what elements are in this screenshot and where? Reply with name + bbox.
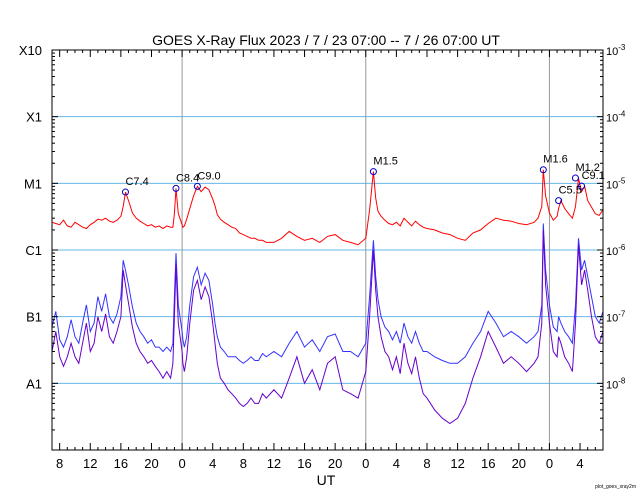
- flare-label: M1.2: [575, 162, 599, 174]
- chart-title: GOES X-Ray Flux 2023 / 7 / 23 07:00 -- 7…: [152, 32, 500, 48]
- flare-marker: [539, 166, 547, 174]
- left-axis-label: X1: [26, 110, 42, 125]
- x-tick-label: 16: [114, 456, 128, 471]
- axis-layer: X10 X1 M1 C1 B1 A1 10-3 10-4 10-5 10-6 10-7 10-8 8 12…: [19, 43, 626, 471]
- series-line-short_secondary: [51, 229, 604, 425]
- x-tick-label: 0: [362, 456, 369, 471]
- right-axis-label: 10-5: [606, 176, 626, 191]
- x-tick-label: 8: [423, 456, 430, 471]
- flare-marker: [578, 182, 586, 190]
- flare-label: C8.4: [176, 172, 199, 184]
- x-axis-label: UT: [317, 472, 336, 488]
- right-axis-label: 10-6: [606, 243, 626, 258]
- flare-marker: [571, 174, 579, 182]
- right-axis-label: 10-4: [606, 110, 626, 125]
- x-tick-label: 16: [481, 456, 495, 471]
- x-tick-label: 4: [576, 456, 583, 471]
- flare-label: M1.5: [373, 156, 397, 168]
- x-tick-label: 4: [209, 456, 216, 471]
- x-tick-label: 12: [83, 456, 97, 471]
- left-axis-label: X10: [19, 43, 42, 58]
- x-tick-label: 20: [512, 456, 526, 471]
- x-tick-label: 0: [178, 456, 185, 471]
- right-axis-label: 10-3: [606, 43, 626, 58]
- flare-marker: [193, 182, 201, 190]
- flare-label: C9.0: [197, 170, 220, 182]
- flare-label: M1.6: [543, 154, 567, 166]
- left-axis-label: M1: [24, 176, 42, 191]
- x-tick-label: 12: [267, 456, 281, 471]
- series-line-long: [51, 169, 604, 246]
- left-axis-label: B1: [26, 310, 42, 325]
- flare-label: C9.1: [582, 170, 605, 182]
- flare-label-layer: C7.4 C8.4C9.0 M1.5 M1.6 C5.5 M1.2C9.1: [121, 154, 605, 205]
- series-layer: [51, 169, 604, 425]
- x-tick-label: 0: [546, 456, 553, 471]
- flare-marker: [555, 197, 563, 205]
- left-axis-label: C1: [25, 243, 42, 258]
- right-axis-label: 10-7: [606, 310, 626, 325]
- x-tick-label: 4: [393, 456, 400, 471]
- grid-layer: [52, 50, 603, 450]
- flare-label: C7.4: [125, 176, 148, 188]
- footer-credit: plot_goes_xray2m: [595, 484, 636, 490]
- x-tick-label: 12: [450, 456, 464, 471]
- series-line-short_primary: [51, 223, 604, 364]
- flare-marker: [369, 168, 377, 176]
- right-axis-label: 10-8: [606, 376, 626, 391]
- x-tick-label: 16: [297, 456, 311, 471]
- x-tick-label: 8: [240, 456, 247, 471]
- flare-marker: [172, 184, 180, 192]
- flare-marker: [121, 188, 129, 196]
- left-axis-label: A1: [26, 376, 42, 391]
- x-tick-label: 8: [56, 456, 63, 471]
- x-tick-label: 20: [144, 456, 158, 471]
- x-tick-label: 20: [328, 456, 342, 471]
- flare-label: C5.5: [559, 185, 582, 197]
